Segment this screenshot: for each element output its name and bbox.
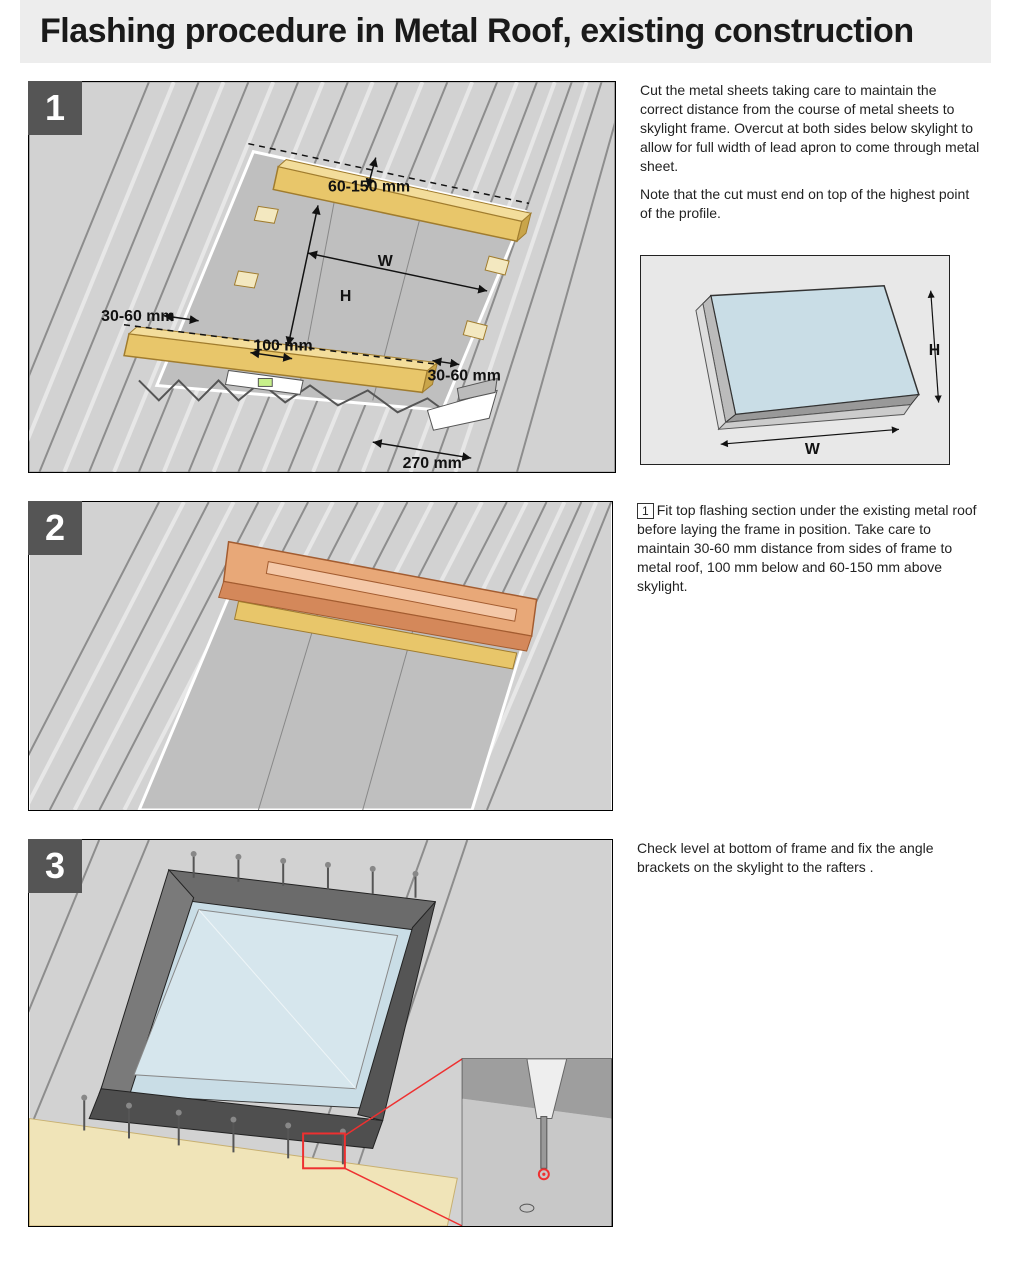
step-1-diagram: 60-150 mm W H 30-60 mm 100 mm 30-60 mm 2… xyxy=(28,81,616,473)
dim-w: W xyxy=(378,253,393,270)
step-1-aux-diagram: W H xyxy=(640,255,950,465)
dim-top-gap: 60-150 mm xyxy=(328,178,410,195)
step-1-text-col: Cut the metal sheets taking care to main… xyxy=(640,81,983,470)
step-2-text-col: 1Fit top flashing section under the exis… xyxy=(637,501,983,605)
step-2-diagram xyxy=(28,501,613,811)
dim-h: H xyxy=(340,288,351,305)
dim-side-left: 30-60 mm xyxy=(101,308,174,325)
step-2-illus-wrap: 2 xyxy=(28,501,613,811)
dim-side-right: 30-60 mm xyxy=(427,367,500,384)
step-2-text-body: Fit top flashing section under the exist… xyxy=(637,502,977,594)
step-1-text-1: Note that the cut must end on top of the… xyxy=(640,185,983,223)
page-title-bar: Flashing procedure in Metal Roof, existi… xyxy=(20,0,991,63)
step-3-text-0: Check level at bottom of frame and fix t… xyxy=(637,839,983,877)
step-2-badge: 2 xyxy=(28,501,82,555)
step-3-row: 3 xyxy=(28,839,983,1227)
step-2-aux-badge: 1 xyxy=(637,503,654,519)
step-3-illus-wrap: 3 xyxy=(28,839,613,1227)
step-1-row: 1 xyxy=(28,81,983,473)
step-2-text: 1Fit top flashing section under the exis… xyxy=(637,501,983,595)
page-title: Flashing procedure in Metal Roof, existi… xyxy=(40,12,971,51)
step-3-diagram xyxy=(28,839,613,1227)
step-1-illus-wrap: 1 xyxy=(28,81,616,473)
step-3-badge: 3 xyxy=(28,839,82,893)
step-1-text-0: Cut the metal sheets taking care to main… xyxy=(640,81,983,175)
aux-dim-w: W xyxy=(805,441,820,458)
aux-dim-h: H xyxy=(929,342,940,359)
dim-bottom: 270 mm xyxy=(403,455,462,472)
step-3-text-col: Check level at bottom of frame and fix t… xyxy=(637,839,983,887)
dim-level: 100 mm xyxy=(253,338,312,355)
step-2-row: 2 xyxy=(28,501,983,811)
step-1-badge: 1 xyxy=(28,81,82,135)
